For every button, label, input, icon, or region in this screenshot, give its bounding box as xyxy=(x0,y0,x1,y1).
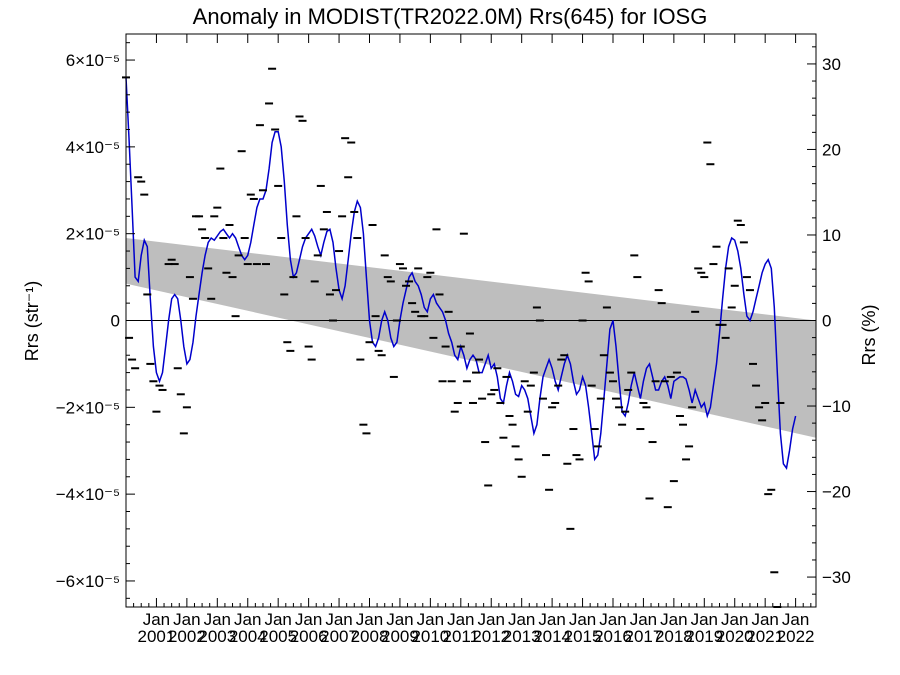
x-tick-label-year: 2004 xyxy=(229,627,267,646)
x-tick-label-month: Jan xyxy=(173,610,200,629)
y-tick-label: −6×10⁻⁵ xyxy=(56,572,120,591)
x-tick-label-year: 2017 xyxy=(625,627,663,646)
x-tick-label-year: 2013 xyxy=(503,627,541,646)
x-tick-label-year: 2007 xyxy=(320,627,358,646)
x-tick-label-month: Jan xyxy=(569,610,596,629)
y-right-tick-label: 20 xyxy=(822,140,841,159)
x-tick-label-year: 2016 xyxy=(594,627,632,646)
y-right-tick-label: −20 xyxy=(822,483,851,502)
plot-area xyxy=(122,67,816,608)
trend-band xyxy=(126,238,816,438)
x-tick-label-month: Jan xyxy=(630,610,657,629)
x-tick-label-month: Jan xyxy=(386,610,413,629)
x-tick-label-month: Jan xyxy=(478,610,505,629)
x-tick-label-year: 2006 xyxy=(290,627,328,646)
y-tick-label: 0 xyxy=(111,312,120,331)
x-tick-label-year: 2011 xyxy=(443,627,480,646)
chart-title: Anomaly in MODIST(TR2022.0M) Rrs(645) fo… xyxy=(193,4,708,29)
x-tick-label-month: Jan xyxy=(264,610,291,629)
x-tick-label-year: 2021 xyxy=(746,627,784,646)
x-tick-label-month: Jan xyxy=(325,610,352,629)
x-tick-label-year: 2001 xyxy=(138,627,176,646)
y-tick-label: 6×10⁻⁵ xyxy=(66,51,120,70)
x-tick-label-year: 2003 xyxy=(198,627,236,646)
y-axis-label-left: Rrs (str⁻¹) xyxy=(22,281,42,361)
x-tick-label-month: Jan xyxy=(417,610,444,629)
x-tick-label-year: 2009 xyxy=(381,627,419,646)
x-tick-label-year: 2020 xyxy=(716,627,754,646)
y-right-tick-label: 30 xyxy=(822,55,841,74)
x-tick-label-year: 2014 xyxy=(533,627,571,646)
x-tick-label-year: 2010 xyxy=(411,627,449,646)
x-tick-label-year: 2019 xyxy=(685,627,723,646)
x-tick-label-month: Jan xyxy=(143,610,170,629)
x-tick-label-month: Jan xyxy=(508,610,535,629)
y-axis-label-right: Rrs (%) xyxy=(859,305,879,366)
x-tick-label-month: Jan xyxy=(721,610,748,629)
x-tick-label-year: 2008 xyxy=(351,627,389,646)
x-tick-label-year: 2018 xyxy=(655,627,693,646)
y-right-tick-label: 0 xyxy=(822,312,831,331)
x-tick-label-year: 2002 xyxy=(168,627,206,646)
y-right-tick-label: −30 xyxy=(822,568,851,587)
axes-group: 6×10⁻⁵ 4×10⁻⁵ 2×10⁻⁵ 0 −2×10⁻⁵ −4×10⁻⁵ −6×10⁻⁵… xyxy=(56,33,851,646)
y-right-tick-label: −10 xyxy=(822,397,851,416)
x-tick-label-year: 2012 xyxy=(472,627,510,646)
x-tick-label-month: Jan xyxy=(599,610,626,629)
x-tick-label-month: Jan xyxy=(356,610,383,629)
x-tick-label-month: Jan xyxy=(660,610,687,629)
y-tick-label: 4×10⁻⁵ xyxy=(66,138,120,157)
x-tick-label-year: 2022 xyxy=(777,627,815,646)
y-right-tick-label: 10 xyxy=(822,226,841,245)
y-tick-label: −2×10⁻⁵ xyxy=(56,398,120,417)
x-tick-label-month: Jan xyxy=(782,610,809,629)
x-tick-label-month: Jan xyxy=(234,610,261,629)
x-tick-label-month: Jan xyxy=(204,610,231,629)
x-tick-label-month: Jan xyxy=(691,610,718,629)
x-tick-label-year: 2005 xyxy=(259,627,297,646)
y-tick-label: −4×10⁻⁵ xyxy=(56,485,120,504)
x-tick-label-month: Jan xyxy=(295,610,322,629)
x-tick-label-month: Jan xyxy=(751,610,778,629)
x-tick-label-month: Jan xyxy=(447,610,474,629)
x-tick-label-month: Jan xyxy=(538,610,565,629)
y-tick-label: 2×10⁻⁵ xyxy=(66,225,120,244)
x-tick-label-year: 2015 xyxy=(564,627,602,646)
